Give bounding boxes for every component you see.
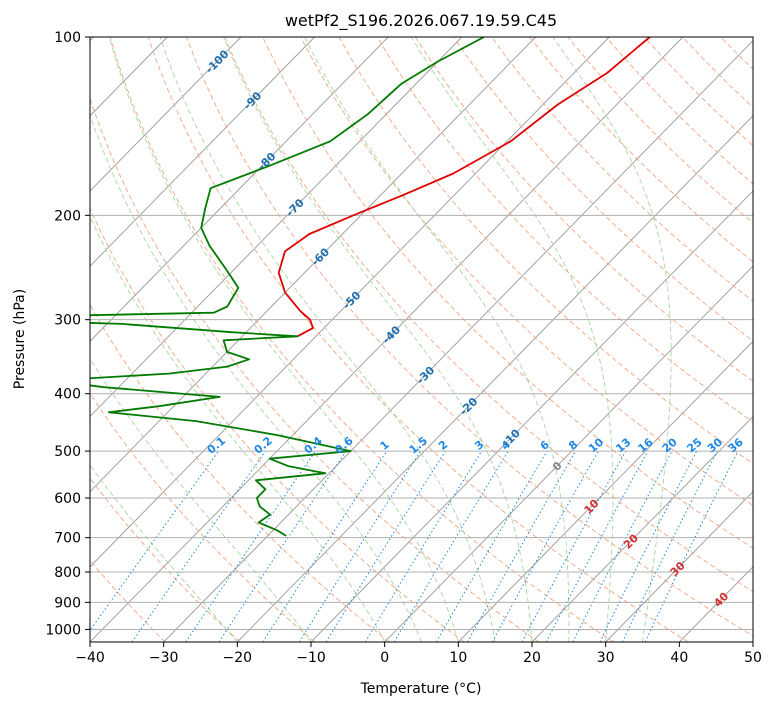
isotherm-line bbox=[90, 37, 610, 568]
x-axis: −40 −30 −20 −10 0 10 20 30 40 50 bbox=[75, 642, 762, 666]
moist-adiabat-line bbox=[159, 37, 496, 642]
isotherm-line bbox=[384, 265, 753, 642]
isotherm-line bbox=[90, 37, 389, 342]
x-tick-label: 50 bbox=[744, 650, 762, 666]
sounding-series bbox=[90, 37, 651, 537]
isotherm-line bbox=[90, 37, 684, 642]
isotherm-line bbox=[90, 37, 242, 192]
x-tick-label: −20 bbox=[223, 650, 253, 666]
y-tick-label: 900 bbox=[54, 595, 81, 611]
x-tick-label: −40 bbox=[75, 650, 105, 666]
dry-adiabat-line bbox=[147, 37, 689, 642]
dry-adiabat-line bbox=[90, 477, 241, 642]
mixing-ratio-line bbox=[467, 450, 577, 642]
x-tick-label: −10 bbox=[296, 650, 326, 666]
mixing-ratio-line bbox=[599, 450, 698, 642]
dry-adiabat-line bbox=[185, 37, 753, 637]
dewpoint-profile-line bbox=[90, 37, 485, 537]
dry-adiabat-line bbox=[90, 392, 315, 642]
x-tick-label: 0 bbox=[380, 650, 389, 666]
y-tick-label: 500 bbox=[54, 444, 81, 460]
mixing-ratio-line bbox=[621, 450, 718, 642]
x-tick-label: 20 bbox=[523, 650, 541, 666]
moist-adiabat-line bbox=[90, 464, 238, 642]
plot-area bbox=[90, 37, 753, 642]
y-tick-label: 400 bbox=[54, 387, 81, 403]
y-tick-label: 200 bbox=[54, 208, 81, 224]
mixing-ratio-line bbox=[262, 450, 388, 642]
mixing-ratio-line bbox=[218, 450, 347, 642]
dry-adiabat-line bbox=[300, 37, 753, 506]
moist-adiabat-line bbox=[410, 37, 614, 642]
moist-adiabat-line bbox=[552, 37, 672, 642]
x-tick-label: 40 bbox=[670, 650, 688, 666]
dry-adiabat-line bbox=[491, 37, 753, 302]
mixing-ratio-line bbox=[545, 450, 649, 642]
mixing-ratio-line bbox=[90, 450, 220, 632]
isotherm-line bbox=[605, 491, 753, 642]
dry-adiabat-line bbox=[109, 37, 614, 642]
moist-adiabat-line bbox=[108, 37, 459, 642]
isotherm-line bbox=[458, 340, 753, 642]
isotherm-line bbox=[237, 115, 753, 642]
dry-adiabat-line bbox=[90, 207, 465, 642]
dry-adiabat-line bbox=[90, 97, 540, 642]
dry-adiabat-line bbox=[224, 37, 753, 593]
mixing-ratio-line bbox=[364, 450, 483, 642]
mixing-ratio-line bbox=[185, 450, 316, 642]
x-tick-label: 10 bbox=[449, 650, 467, 666]
dry-adiabat-line bbox=[90, 303, 390, 642]
dry-adiabat-line bbox=[414, 37, 753, 382]
mixing-ratio-line bbox=[521, 450, 627, 642]
mixing-ratio-line bbox=[298, 450, 422, 642]
isotherm-line bbox=[531, 415, 753, 642]
x-axis-label: Temperature (°C) bbox=[360, 681, 482, 697]
y-axis: 100 200 300 400 500 600 700 800 900 1000 bbox=[45, 30, 90, 638]
isotherm-line bbox=[163, 39, 753, 642]
y-tick-label: 300 bbox=[54, 313, 81, 329]
y-tick-label: 1000 bbox=[45, 622, 81, 638]
y-axis-label: Pressure (hPa) bbox=[12, 289, 28, 389]
dry-adiabat-line bbox=[376, 37, 753, 423]
moist-adiabat-line bbox=[90, 215, 386, 642]
mixing-ratio-line bbox=[131, 450, 266, 642]
mixing-ratio-line bbox=[491, 450, 599, 642]
isotherm-line bbox=[310, 190, 753, 642]
x-tick-label: −30 bbox=[149, 650, 179, 666]
y-tick-label: 600 bbox=[54, 491, 81, 507]
x-tick-label: 30 bbox=[597, 650, 615, 666]
moist-adiabat-line bbox=[223, 37, 533, 642]
moist-adiabat-line bbox=[90, 113, 422, 642]
isotherm-line bbox=[90, 37, 315, 267]
temperature-profile-line bbox=[277, 37, 651, 338]
plot-frame bbox=[89, 36, 754, 643]
dry-adiabat-line bbox=[90, 559, 166, 642]
y-tick-label: 100 bbox=[54, 30, 81, 46]
y-tick-label: 800 bbox=[54, 565, 81, 581]
y-tick-label: 700 bbox=[54, 531, 81, 547]
moist-adiabat-line bbox=[304, 37, 570, 642]
chart-title: wetPf2_S196.2026.067.19.59.C45 bbox=[285, 11, 557, 31]
